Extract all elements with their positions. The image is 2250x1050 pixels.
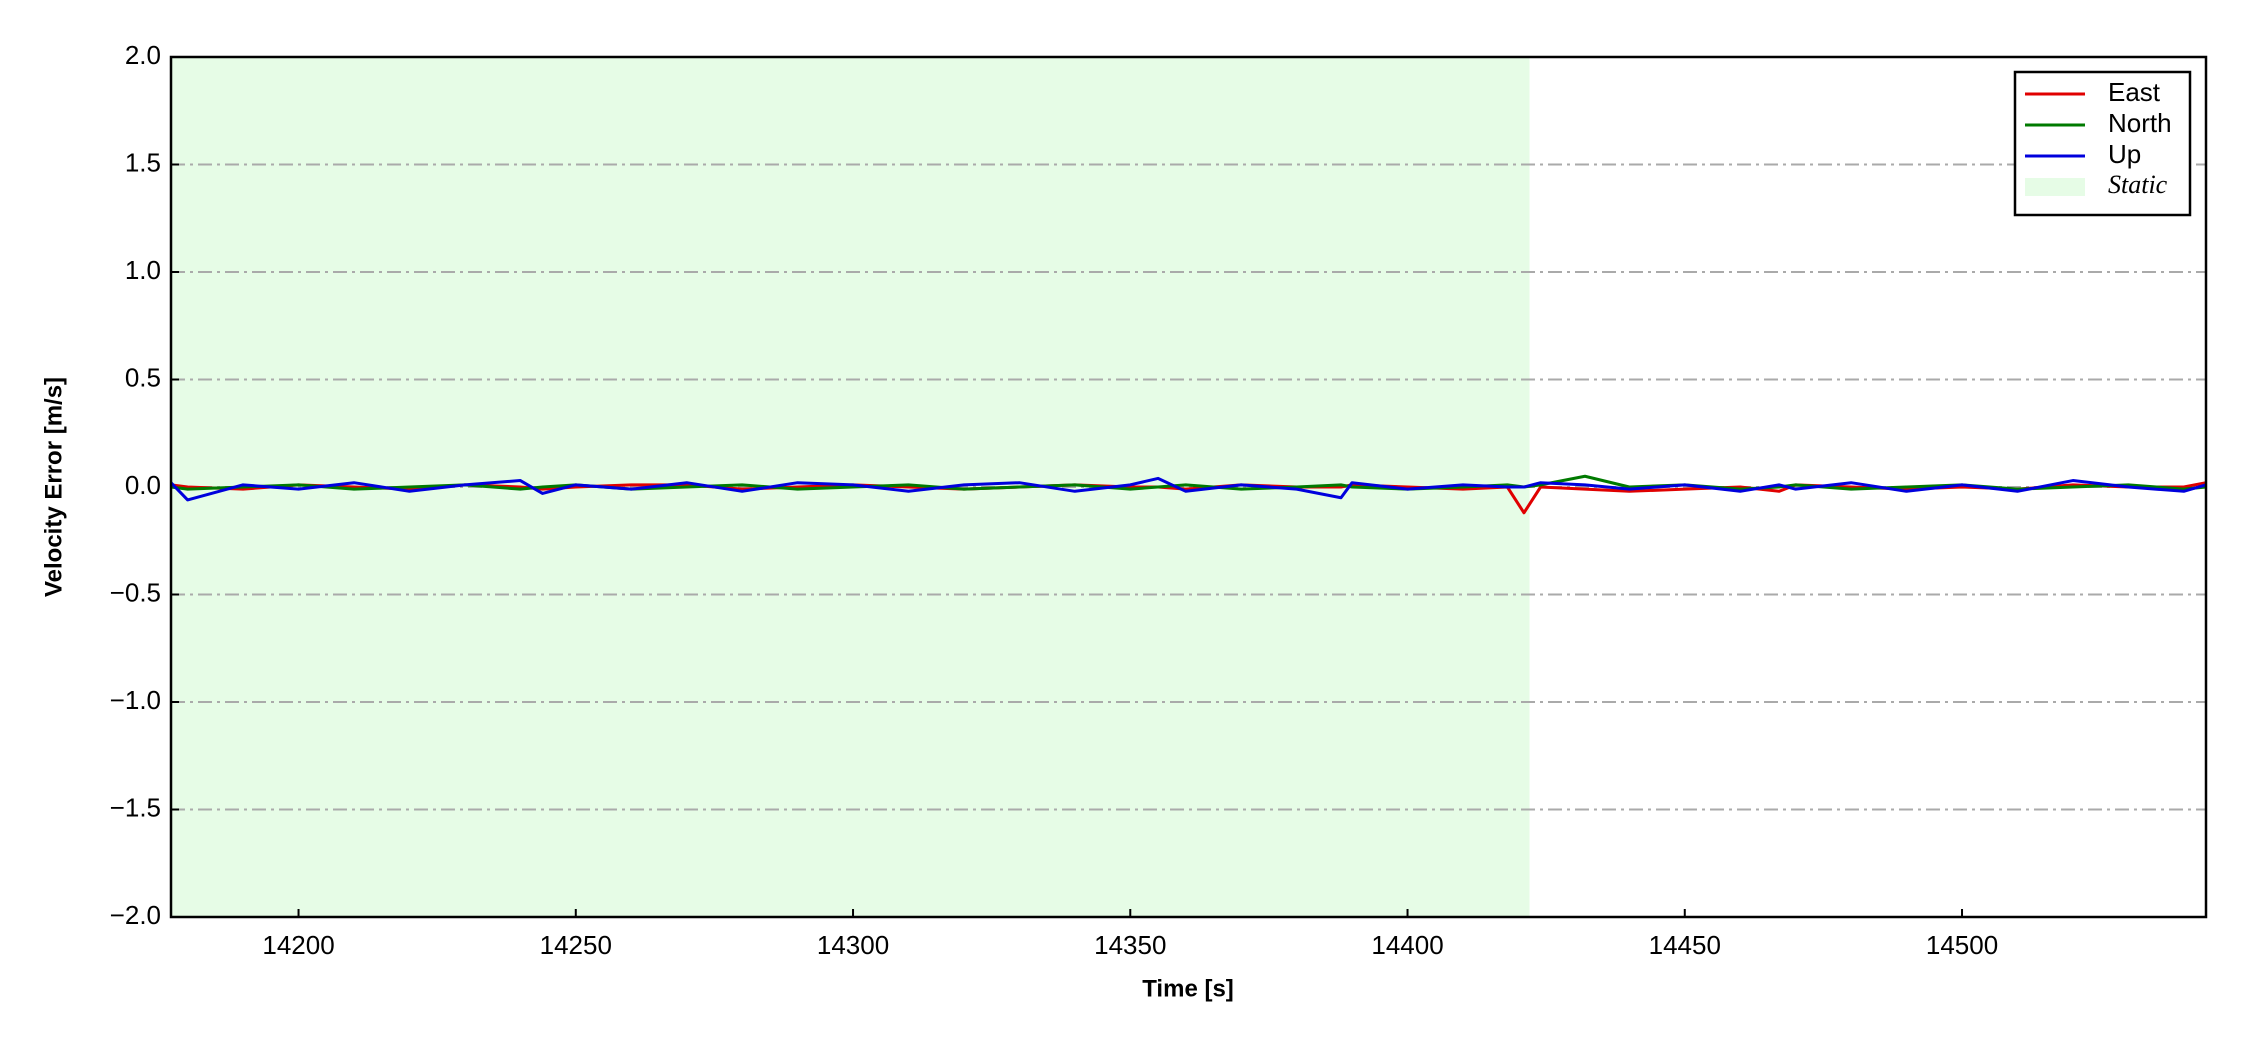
legend-label: Up — [2108, 139, 2141, 169]
y-tick-label: −1.5 — [110, 792, 161, 822]
plot-frame — [169, 55, 2208, 919]
y-axis-label: Velocity Error [m/s] — [40, 377, 67, 597]
x-tick-label: 14200 — [262, 930, 334, 960]
y-tick-label: 1.5 — [125, 147, 161, 177]
series-line — [169, 476, 2207, 502]
y-tick-label: 1.0 — [125, 255, 161, 285]
legend-label: North — [2108, 108, 2172, 138]
legend-swatch — [2025, 178, 2085, 196]
y-tick-label: 0.5 — [125, 362, 161, 392]
y-tick-label: −2.0 — [110, 900, 161, 930]
y-tick-label: 0.0 — [125, 470, 161, 500]
x-tick-label: 14250 — [540, 930, 612, 960]
x-tick-label: 14400 — [1371, 930, 1443, 960]
legend-label: East — [2108, 77, 2161, 107]
x-tick-label: 14300 — [817, 930, 889, 960]
x-tick-label: 14500 — [1926, 930, 1998, 960]
legend-label: Static — [2108, 170, 2168, 199]
x-tick-label: 14450 — [1649, 930, 1721, 960]
y-tick-label: −1.0 — [110, 685, 161, 715]
x-axis-label: Time [s] — [1142, 975, 1234, 1002]
y-tick-label: −0.5 — [110, 577, 161, 607]
y-tick-label: 2.0 — [125, 40, 161, 70]
series-line — [170, 474, 2207, 491]
x-tick-label: 14350 — [1094, 930, 1166, 960]
